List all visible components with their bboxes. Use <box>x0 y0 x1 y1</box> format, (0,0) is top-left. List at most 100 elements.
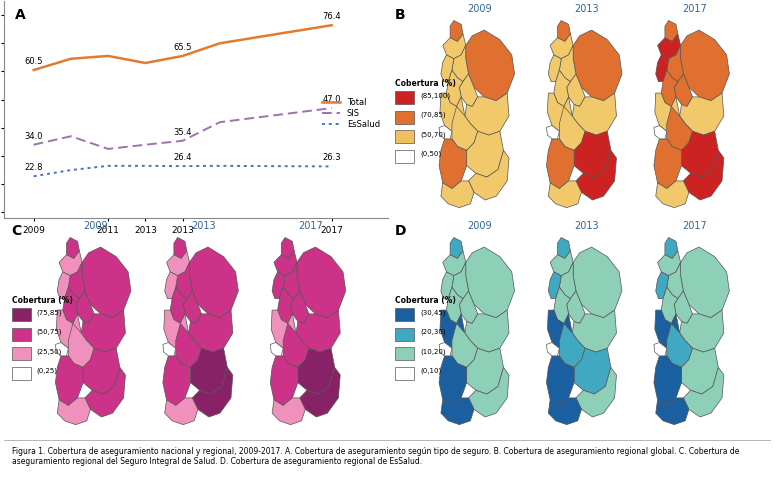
Polygon shape <box>446 287 463 323</box>
Polygon shape <box>547 93 572 131</box>
Text: Cobertura (%): Cobertura (%) <box>395 296 456 305</box>
Polygon shape <box>574 247 622 318</box>
FancyBboxPatch shape <box>395 308 415 321</box>
Polygon shape <box>57 398 91 425</box>
Polygon shape <box>572 93 616 135</box>
Polygon shape <box>466 247 515 318</box>
Polygon shape <box>165 398 198 425</box>
Text: 2009: 2009 <box>467 221 492 231</box>
Polygon shape <box>680 30 729 101</box>
Text: 2009: 2009 <box>84 221 109 231</box>
Text: 2013: 2013 <box>575 4 599 14</box>
Polygon shape <box>441 181 474 208</box>
Polygon shape <box>681 131 718 177</box>
Text: 22.8: 22.8 <box>25 163 43 172</box>
Text: 60.5: 60.5 <box>25 57 43 66</box>
Polygon shape <box>283 262 300 299</box>
Text: (25,50): (25,50) <box>36 348 62 355</box>
Polygon shape <box>56 343 68 356</box>
Polygon shape <box>576 150 616 200</box>
Polygon shape <box>67 238 79 258</box>
Text: (0,10): (0,10) <box>420 368 441 374</box>
Polygon shape <box>655 93 680 131</box>
Polygon shape <box>657 251 680 276</box>
Polygon shape <box>574 131 611 177</box>
Polygon shape <box>546 139 574 189</box>
Polygon shape <box>465 93 509 135</box>
Polygon shape <box>574 30 622 101</box>
Text: 2017: 2017 <box>298 221 323 231</box>
Polygon shape <box>654 139 681 189</box>
Polygon shape <box>272 398 305 425</box>
Polygon shape <box>283 323 309 368</box>
Legend: Total, SIS, EsSalud: Total, SIS, EsSalud <box>319 95 384 133</box>
Polygon shape <box>549 55 561 82</box>
Polygon shape <box>466 30 515 101</box>
Polygon shape <box>547 310 572 348</box>
Polygon shape <box>441 55 454 82</box>
Text: 2009: 2009 <box>467 4 492 14</box>
FancyBboxPatch shape <box>395 149 415 163</box>
Polygon shape <box>656 181 689 208</box>
Text: (0,25): (0,25) <box>36 368 57 374</box>
Polygon shape <box>680 93 724 135</box>
Polygon shape <box>680 247 729 318</box>
Polygon shape <box>68 262 85 299</box>
Polygon shape <box>452 107 477 150</box>
Polygon shape <box>274 251 297 276</box>
Polygon shape <box>439 125 452 139</box>
Polygon shape <box>560 45 576 82</box>
Polygon shape <box>163 343 176 356</box>
Polygon shape <box>272 272 285 299</box>
Text: (0,50): (0,50) <box>420 151 441 157</box>
Polygon shape <box>82 247 131 318</box>
Polygon shape <box>298 348 335 394</box>
Text: (30,45): (30,45) <box>420 309 446 316</box>
Polygon shape <box>665 238 678 258</box>
Polygon shape <box>271 310 296 348</box>
Text: 34.0: 34.0 <box>25 131 43 140</box>
Polygon shape <box>59 251 82 276</box>
Polygon shape <box>164 310 188 348</box>
Polygon shape <box>656 272 669 299</box>
Polygon shape <box>440 93 465 131</box>
Polygon shape <box>656 55 669 82</box>
Polygon shape <box>549 272 561 299</box>
Polygon shape <box>192 368 232 417</box>
Polygon shape <box>554 70 570 107</box>
Polygon shape <box>574 348 611 394</box>
Polygon shape <box>163 356 191 405</box>
Polygon shape <box>441 398 474 425</box>
Text: (75,85): (75,85) <box>36 309 62 316</box>
Polygon shape <box>277 287 294 323</box>
Polygon shape <box>554 287 570 323</box>
Polygon shape <box>467 348 504 394</box>
FancyBboxPatch shape <box>395 91 415 104</box>
Polygon shape <box>656 398 689 425</box>
Text: Cobertura (%): Cobertura (%) <box>395 79 456 88</box>
Polygon shape <box>57 272 71 299</box>
Polygon shape <box>576 368 616 417</box>
Polygon shape <box>452 323 477 368</box>
Polygon shape <box>452 45 469 82</box>
Polygon shape <box>666 262 684 299</box>
Polygon shape <box>460 74 477 107</box>
Polygon shape <box>546 343 560 356</box>
Polygon shape <box>190 247 239 318</box>
Polygon shape <box>176 262 192 299</box>
Text: 26.3: 26.3 <box>322 153 341 162</box>
Polygon shape <box>549 181 581 208</box>
Polygon shape <box>550 251 574 276</box>
FancyBboxPatch shape <box>395 367 415 379</box>
Text: D: D <box>395 225 407 239</box>
Polygon shape <box>441 272 454 299</box>
Polygon shape <box>546 125 560 139</box>
Text: 35.4: 35.4 <box>174 127 192 136</box>
Polygon shape <box>443 251 466 276</box>
Polygon shape <box>191 348 227 394</box>
Polygon shape <box>165 272 177 299</box>
Polygon shape <box>654 125 666 139</box>
FancyBboxPatch shape <box>12 347 31 360</box>
Text: 2017: 2017 <box>682 221 707 231</box>
Polygon shape <box>654 356 681 405</box>
